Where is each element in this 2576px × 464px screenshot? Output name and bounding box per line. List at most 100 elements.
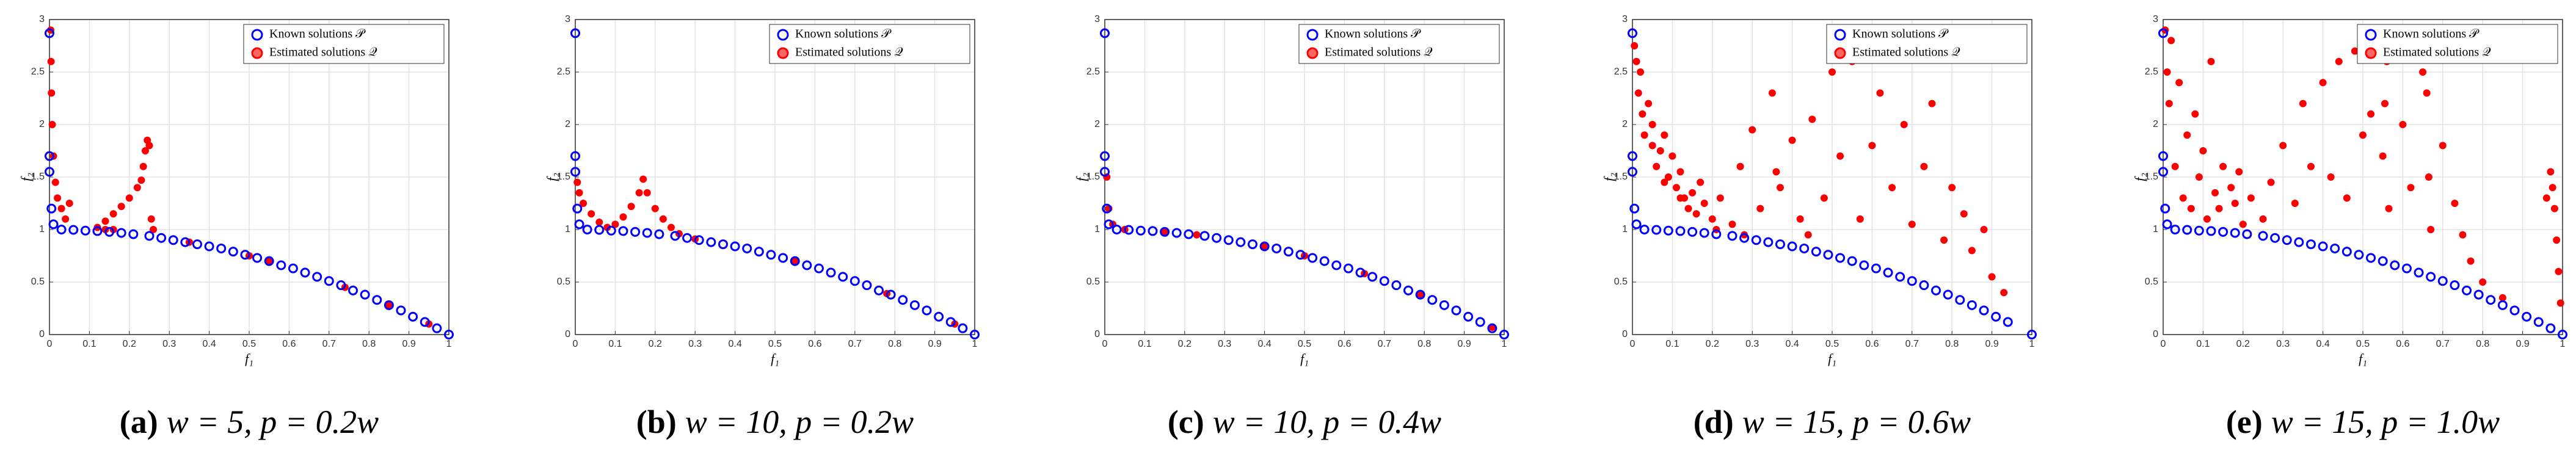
estimated-point [2291,200,2299,207]
estimated-point [1692,210,1700,218]
axes-frame [1632,19,2032,335]
y-tick-label: 0.5 [2145,277,2158,287]
estimated-point [1948,184,1956,192]
estimated-point [2498,294,2506,302]
known-point [312,272,322,282]
known-point [1104,219,1114,230]
known-point [570,28,580,38]
x-tick-label: 0.7 [2436,339,2450,349]
known-point [1475,317,1485,327]
caption: (d) w = 15, p = 0.6w [1694,404,1971,440]
estimated-point [48,89,56,97]
known-point [1979,305,1989,316]
panel: 0 0.1 0.2 0.3 0.4 0.5 0.6 0.7 0.8 0.9 1 0 0.5 1 1.5 2 2.… [1601,14,2037,440]
known-point [718,239,728,250]
known-point [1355,267,1366,278]
estimated-point [48,121,56,128]
known-point [48,219,59,230]
known-point [2027,330,2037,339]
known-point [276,260,286,270]
estimated-point [2319,79,2327,87]
estimated-point [1645,100,1653,107]
known-point [1272,243,1282,253]
known-point [2450,280,2460,291]
panel: 0 0.1 0.2 0.3 0.4 0.5 0.6 0.7 0.8 0.9 1 0 0.5 1 1.5 2 2.… [18,14,454,440]
y-tick-label: 0.5 [1086,277,1100,287]
known-point [2426,272,2436,282]
known-point [670,231,680,241]
y-tick-label: 0 [2153,329,2158,339]
known-point [826,267,836,278]
estimated-point [1856,215,1864,223]
known-point [2170,225,2180,234]
known-point [945,317,956,327]
estimated-point [2367,110,2375,118]
estimated-point [1808,115,1816,123]
known-point [1739,233,1750,243]
y-tick-label: 0.5 [31,277,45,287]
estimated-point [2425,173,2432,181]
x-tick-label: 0.5 [242,339,256,349]
known-point [2390,260,2400,270]
legend-label: Known solutions 𝒫 [2383,27,2480,41]
x-tick-label: 0.3 [2276,339,2290,349]
x-tick-label: 0.4 [2316,339,2329,349]
y-tick-label: 1 [2153,224,2158,234]
known-point [1235,237,1246,247]
estimated-point [2163,68,2171,76]
known-point [2378,256,2388,266]
estimated-point [2227,184,2235,192]
known-point [694,235,704,245]
known-point [1943,289,1953,300]
y-tick-label: 0.5 [1614,277,1628,287]
estimated-point [2299,100,2307,107]
legend-label: Estimated solutions 𝒬 [269,46,377,59]
estimated-point [2459,231,2467,239]
known-point [958,323,968,333]
estimated-point [2327,173,2335,181]
estimated-point [1640,131,1648,139]
estimated-point [1920,162,1928,170]
estimated-point [2335,57,2343,65]
estimated-point [1788,136,1796,144]
known-point [2330,243,2340,253]
x-axis-label: f₁ [245,351,253,366]
estimated-point [1637,68,1645,76]
estimated-point [2179,194,2187,202]
known-point [372,295,382,305]
known-point [606,225,616,236]
known-point [2437,276,2448,286]
estimated-point [2550,205,2558,212]
known-point [2558,330,2567,339]
known-point [1100,151,1110,161]
legend-marker [2365,47,2377,59]
known-point [886,289,896,300]
estimated-point [101,217,109,225]
estimated-point [1161,228,1169,236]
x-tick-label: 0.9 [1457,339,1471,349]
caption-text: w = 5, p = 0.2w [167,404,379,440]
panel: 0 0.1 0.2 0.3 0.4 0.5 0.6 0.7 0.8 0.9 1 0 0.5 1 1.5 2 2.… [544,14,980,440]
y-tick-label: 3 [1094,14,1100,24]
legend-label: Estimated solutions 𝒬 [1852,46,1960,59]
legend-marker [1834,47,1846,59]
estimated-point [1716,194,1724,202]
known-point [2401,263,2412,274]
estimated-point [1648,121,1656,128]
x-tick-label: 0.1 [2196,339,2210,349]
y-tick-label: 1.5 [2145,172,2158,182]
x-tick-label: 0.6 [1337,339,1351,349]
known-point [2473,289,2484,300]
known-point [642,228,652,238]
estimated-point [2183,131,2191,139]
caption-label: (c) [1168,404,1204,440]
caption: (c) w = 10, p = 0.4w [1168,404,1441,440]
estimated-point [2351,47,2359,55]
estimated-point [1672,184,1680,192]
estimated-point [627,203,635,211]
estimated-point [1768,89,1776,97]
known-point [813,263,824,274]
known-point [204,241,214,252]
estimated-point [1416,291,1424,299]
legend-box [243,24,445,64]
